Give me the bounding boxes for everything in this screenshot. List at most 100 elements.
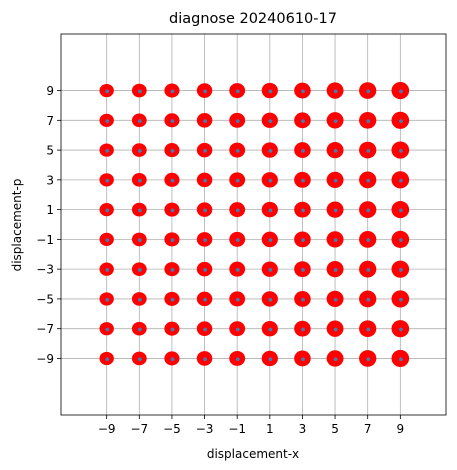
data-point-center — [105, 327, 110, 332]
data-point-center — [105, 238, 110, 243]
data-point-center — [366, 208, 371, 213]
data-point-center — [138, 89, 142, 94]
data-point-center — [301, 178, 305, 183]
data-point-center — [268, 119, 273, 124]
data-point-center — [301, 89, 305, 94]
data-point-center — [366, 178, 371, 183]
y-tick-label: −5 — [36, 292, 54, 306]
data-point-center — [366, 89, 371, 94]
data-point-center — [366, 119, 371, 124]
data-point-center — [399, 357, 403, 362]
grid-lines — [61, 34, 446, 415]
y-tick-label: −9 — [36, 352, 54, 366]
data-point-center — [170, 297, 175, 302]
data-point-center — [235, 178, 240, 183]
data-point-center — [170, 119, 175, 124]
data-point-center — [333, 119, 338, 124]
data-point-center — [138, 238, 142, 243]
data-point-center — [105, 297, 110, 302]
data-point-center — [301, 238, 305, 243]
y-tick-label: −3 — [36, 263, 54, 277]
data-point-center — [333, 327, 338, 332]
data-point-center — [170, 178, 175, 183]
x-tick-label: −5 — [163, 422, 181, 436]
data-point-center — [268, 208, 273, 213]
data-point-center — [399, 208, 403, 213]
data-point-center — [301, 268, 305, 272]
data-point-center — [105, 148, 110, 153]
data-point-center — [138, 208, 142, 213]
data-point-center — [203, 208, 208, 213]
data-point-center — [399, 268, 403, 272]
data-point-center — [235, 238, 240, 243]
data-point-center — [366, 148, 371, 153]
data-point-center — [105, 178, 110, 183]
data-point-center — [366, 297, 371, 302]
data-point-center — [301, 327, 305, 332]
data-point-center — [235, 297, 240, 302]
data-point-center — [399, 89, 403, 94]
data-point-center — [301, 357, 305, 362]
axes: −9 −7 −5 −3 −1 1 3 5 7 9 −9 −7 −5 −3 −1 1 3 5 7 9 — [36, 33, 447, 436]
data-point-center — [399, 238, 403, 243]
y-tick-label: −7 — [36, 322, 54, 336]
x-tick-label: 5 — [331, 422, 339, 436]
data-point-center — [268, 297, 273, 302]
data-point-center — [333, 357, 338, 362]
data-point-center — [333, 297, 338, 302]
y-axis-label: displacement-p — [10, 179, 24, 272]
data-point-center — [170, 357, 175, 362]
data-point-center — [170, 268, 175, 272]
data-point-center — [105, 208, 110, 213]
x-tick-label: −9 — [98, 422, 116, 436]
data-point-center — [235, 148, 240, 153]
data-point-center — [333, 178, 338, 183]
data-point-center — [138, 119, 142, 124]
data-point-center — [366, 238, 371, 243]
data-point-center — [138, 178, 142, 183]
x-tick-label: −7 — [130, 422, 148, 436]
x-tick-label: 7 — [364, 422, 372, 436]
data-point-center — [203, 238, 208, 243]
data-point-center — [203, 327, 208, 332]
data-point-center — [203, 89, 208, 94]
data-point-center — [268, 178, 273, 183]
y-tick-label: 1 — [46, 203, 54, 217]
data-point-center — [399, 178, 403, 183]
data-point-center — [268, 357, 273, 362]
data-point-center — [366, 357, 371, 362]
y-tick-label: −1 — [36, 233, 54, 247]
data-point-center — [203, 119, 208, 124]
data-point-center — [301, 208, 305, 213]
data-point-center — [333, 268, 338, 272]
data-point-center — [170, 89, 175, 94]
data-point-center — [399, 327, 403, 332]
y-tick-label: 3 — [46, 173, 54, 187]
data-point-center — [268, 268, 273, 272]
data-point-center — [203, 178, 208, 183]
data-point-center — [235, 327, 240, 332]
x-tick-label: −3 — [196, 422, 214, 436]
data-point-center — [138, 148, 142, 153]
y-tick-label: 9 — [46, 84, 54, 98]
data-point-center — [268, 148, 273, 153]
x-tick-label: 9 — [397, 422, 405, 436]
data-point-center — [138, 327, 142, 332]
plot-frame — [60, 33, 447, 416]
data-point-center — [203, 268, 208, 272]
data-point-center — [138, 297, 142, 302]
data-point-center — [301, 297, 305, 302]
data-point-center — [235, 208, 240, 213]
data-point-center — [366, 268, 371, 272]
y-tick-label: 5 — [46, 144, 54, 158]
data-point-center — [399, 148, 403, 153]
data-point-center — [268, 327, 273, 332]
data-point-center — [170, 327, 175, 332]
data-point-center — [366, 327, 371, 332]
data-point-center — [105, 357, 110, 362]
data-point-center — [301, 148, 305, 153]
data-point-center — [333, 238, 338, 243]
data-point-center — [170, 238, 175, 243]
data-point-center — [138, 268, 142, 272]
